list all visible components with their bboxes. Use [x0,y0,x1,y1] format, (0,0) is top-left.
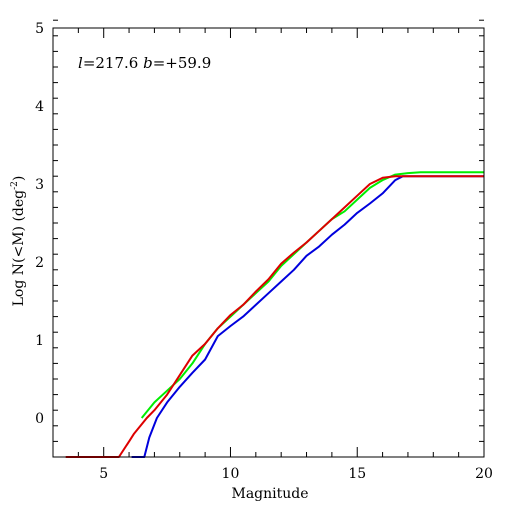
series-lines [65,171,484,458]
y-tick-label: 2 [35,255,44,271]
y-tick-label: 5 [35,21,44,37]
y-axis-label: Log N(<M) (deg-2) [10,176,27,307]
y-axis-label-prefix: Log N(<M) (deg [11,190,27,307]
series-line-2 [131,175,484,458]
coordinates-annotation: l=217.6 b=+59.9 [78,54,211,72]
x-tick-label: 15 [348,466,366,482]
y-tick-labels: 0 1 2 3 4 5 [35,21,44,427]
y-axis-label-suffix: ) [11,176,27,181]
y-tick-label: 1 [35,333,44,349]
y-tick-label: 3 [35,177,44,193]
b-value: =+59.9 [153,54,212,72]
b-symbol: b [143,54,153,72]
y-axis-label-superscript: -2 [10,181,20,190]
x-tick-labels: 5 10 15 20 [99,466,493,482]
x-tick-label: 10 [222,466,240,482]
x-axis-label: Magnitude [231,486,308,502]
plot-frame [52,27,485,458]
l-symbol: l [78,54,83,72]
x-tick-label: 20 [475,466,493,482]
series-line-3 [65,175,484,458]
axis-ticks [52,19,485,458]
x-tick-label: 5 [99,466,108,482]
l-value: =217.6 [83,54,143,72]
y-tick-label: 4 [35,99,44,115]
series-line-1 [140,171,484,419]
y-tick-label: 0 [35,411,44,427]
